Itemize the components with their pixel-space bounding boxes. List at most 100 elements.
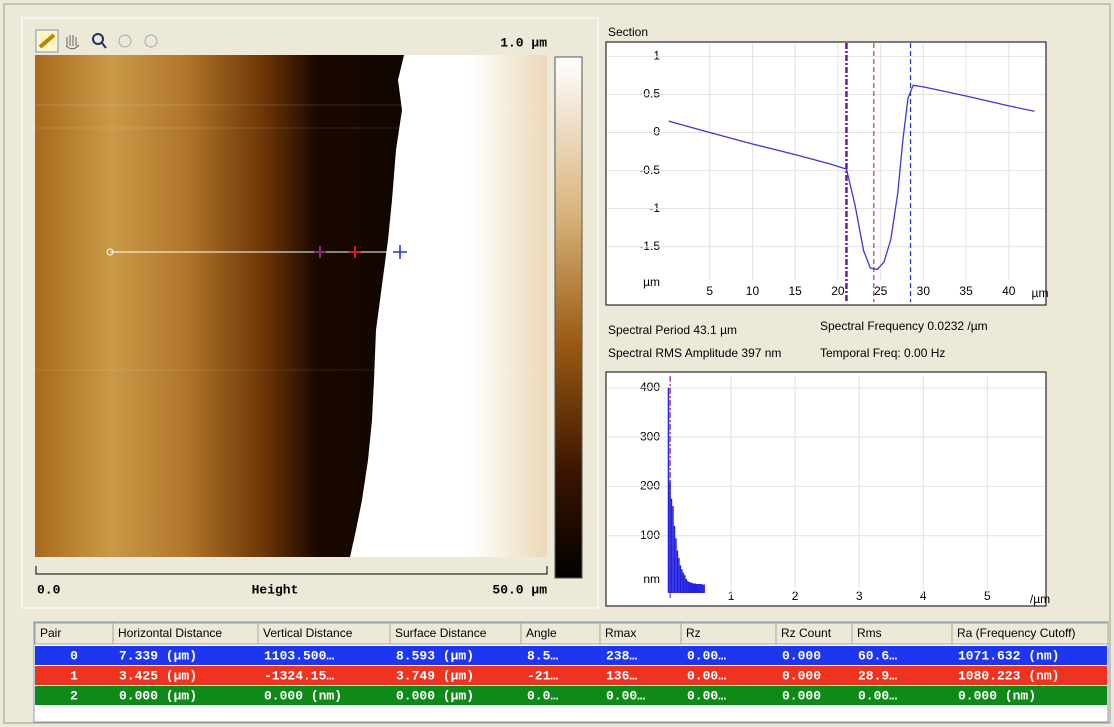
- cell-text: -21…: [527, 668, 558, 683]
- spectrum-bar: [688, 582, 691, 593]
- y-axis-label: µm: [643, 275, 660, 289]
- cursor-marker: [393, 245, 407, 259]
- x-tick-label: 10: [746, 284, 760, 298]
- zoom-out-icon: [144, 34, 158, 48]
- x-axis-label: µm: [1032, 286, 1049, 300]
- afm-image: [35, 55, 547, 557]
- profile-start: [106, 248, 114, 256]
- header-text: Rz: [686, 626, 701, 640]
- cell-text: 136…: [606, 668, 637, 683]
- zoom-handle: [101, 42, 107, 49]
- cell-text: 3.425 (µm): [119, 668, 197, 683]
- x-tick-label: 15: [789, 284, 803, 298]
- y-axis-label: nm: [643, 572, 660, 586]
- spectrum-bar: [673, 525, 676, 593]
- x-tick-label: 40: [1002, 284, 1016, 298]
- y-tick-label: 0.5: [643, 87, 660, 101]
- row-bg: [35, 686, 1107, 705]
- cell-text: 0.00…: [858, 688, 897, 703]
- header-text: Angle: [526, 626, 557, 640]
- spectrum-bar: [697, 584, 699, 593]
- header-text: Pair: [40, 626, 61, 640]
- cell-text: 0.000 (µm): [396, 688, 474, 703]
- header-text: Rmax: [605, 626, 636, 640]
- cell-text: 3.749 (µm): [396, 668, 474, 683]
- x-end: 50.0 µm: [492, 582, 547, 597]
- spectrum-bar: [670, 498, 673, 593]
- cell-text: 1103.500…: [264, 648, 334, 663]
- scale-max: 1.0 µm: [500, 35, 547, 50]
- cell-text: 1: [70, 668, 78, 683]
- spectrum-bar: [681, 569, 683, 593]
- cursor-marker: [314, 246, 326, 258]
- spectrum-bar: [675, 538, 677, 593]
- cell-text: 0: [70, 648, 78, 663]
- temporal-freq: Temporal Freq: 0.00 Hz: [820, 346, 945, 360]
- scale-bar: [35, 566, 548, 575]
- bright-region: [350, 55, 470, 557]
- header-cell: [951, 622, 1109, 645]
- spectrum-bar: [667, 387, 670, 593]
- spectrum-bar: [685, 579, 688, 593]
- cell-text: 0.000: [782, 688, 821, 703]
- cell-text: 0.00…: [687, 668, 726, 683]
- cell-text: 8.5…: [527, 648, 558, 663]
- cell-text: 2: [70, 688, 78, 703]
- header-text: Surface Distance: [395, 626, 487, 640]
- hand-icon: [65, 35, 80, 50]
- spectrum-bar: [672, 506, 674, 593]
- spectrum-bar: [701, 584, 704, 593]
- x-tick-label: 25: [874, 284, 888, 298]
- cell-text: 0.000 (nm): [958, 688, 1036, 703]
- cell-text: 0.00…: [687, 648, 726, 663]
- spectrum-bar: [698, 584, 701, 593]
- y-tick-label: 1: [653, 49, 660, 63]
- table-body: Pair Horizontal Distance Vertical Distance…: [34, 622, 1109, 705]
- cell-text: 0.00…: [687, 688, 726, 703]
- section-chart: [605, 41, 1047, 306]
- spectrum-bar: [682, 572, 685, 593]
- spectrum-bar: [695, 584, 698, 593]
- cell-text: 60.6…: [858, 648, 897, 663]
- toolbar: [35, 29, 162, 53]
- header-text: Vertical Distance: [263, 626, 353, 640]
- y-tick-label: -1: [649, 201, 660, 215]
- spectrum-bar: [669, 481, 671, 593]
- spectrum-bar: [678, 557, 680, 593]
- cell-text: 28.9…: [858, 668, 897, 683]
- cell-text: -1324.15…: [264, 668, 334, 683]
- ruler-icon: [38, 33, 56, 49]
- header-text: Rms: [857, 626, 882, 640]
- spectrum-bar: [684, 575, 686, 593]
- spectrum-bar: [693, 583, 695, 593]
- y-tick-label: -1.5: [639, 239, 660, 253]
- zoom-in-tool[interactable]: [114, 30, 136, 52]
- y-tick-label: 300: [640, 429, 660, 443]
- cell-text: 0.000 (nm): [264, 688, 342, 703]
- y-tick-label: 0: [653, 125, 660, 139]
- spectral-period: Spectral Period 43.1 µm: [608, 323, 737, 337]
- spectral-rms: Spectral RMS Amplitude 397 nm: [608, 346, 781, 360]
- x-tick-label: 20: [831, 284, 845, 298]
- x-tick-label: 30: [917, 284, 931, 298]
- cell-text: 7.339 (µm): [119, 648, 197, 663]
- chart-title: Section: [608, 25, 648, 39]
- cell-text: 1080.223 (nm): [958, 668, 1059, 683]
- zoom-out-tool[interactable]: [140, 30, 162, 52]
- cursor-marker: [349, 246, 361, 258]
- cell-text: 1071.632 (nm): [958, 648, 1059, 663]
- x-tick-label: 5: [706, 284, 713, 298]
- y-tick-label: 100: [640, 528, 660, 542]
- spectrum-bar: [687, 581, 689, 593]
- x-tick-label: 2: [792, 589, 799, 603]
- height-map-right: [470, 55, 547, 557]
- cell-text: 0.0…: [527, 688, 558, 703]
- spectrum-bar: [694, 583, 696, 593]
- zoom-icon: [92, 33, 104, 45]
- header-text: Rz Count: [781, 626, 832, 640]
- color-bar: [554, 56, 583, 579]
- x-tick-label: 4: [920, 589, 927, 603]
- x-tick-label: 3: [856, 589, 863, 603]
- spectrum-bar: [703, 584, 705, 593]
